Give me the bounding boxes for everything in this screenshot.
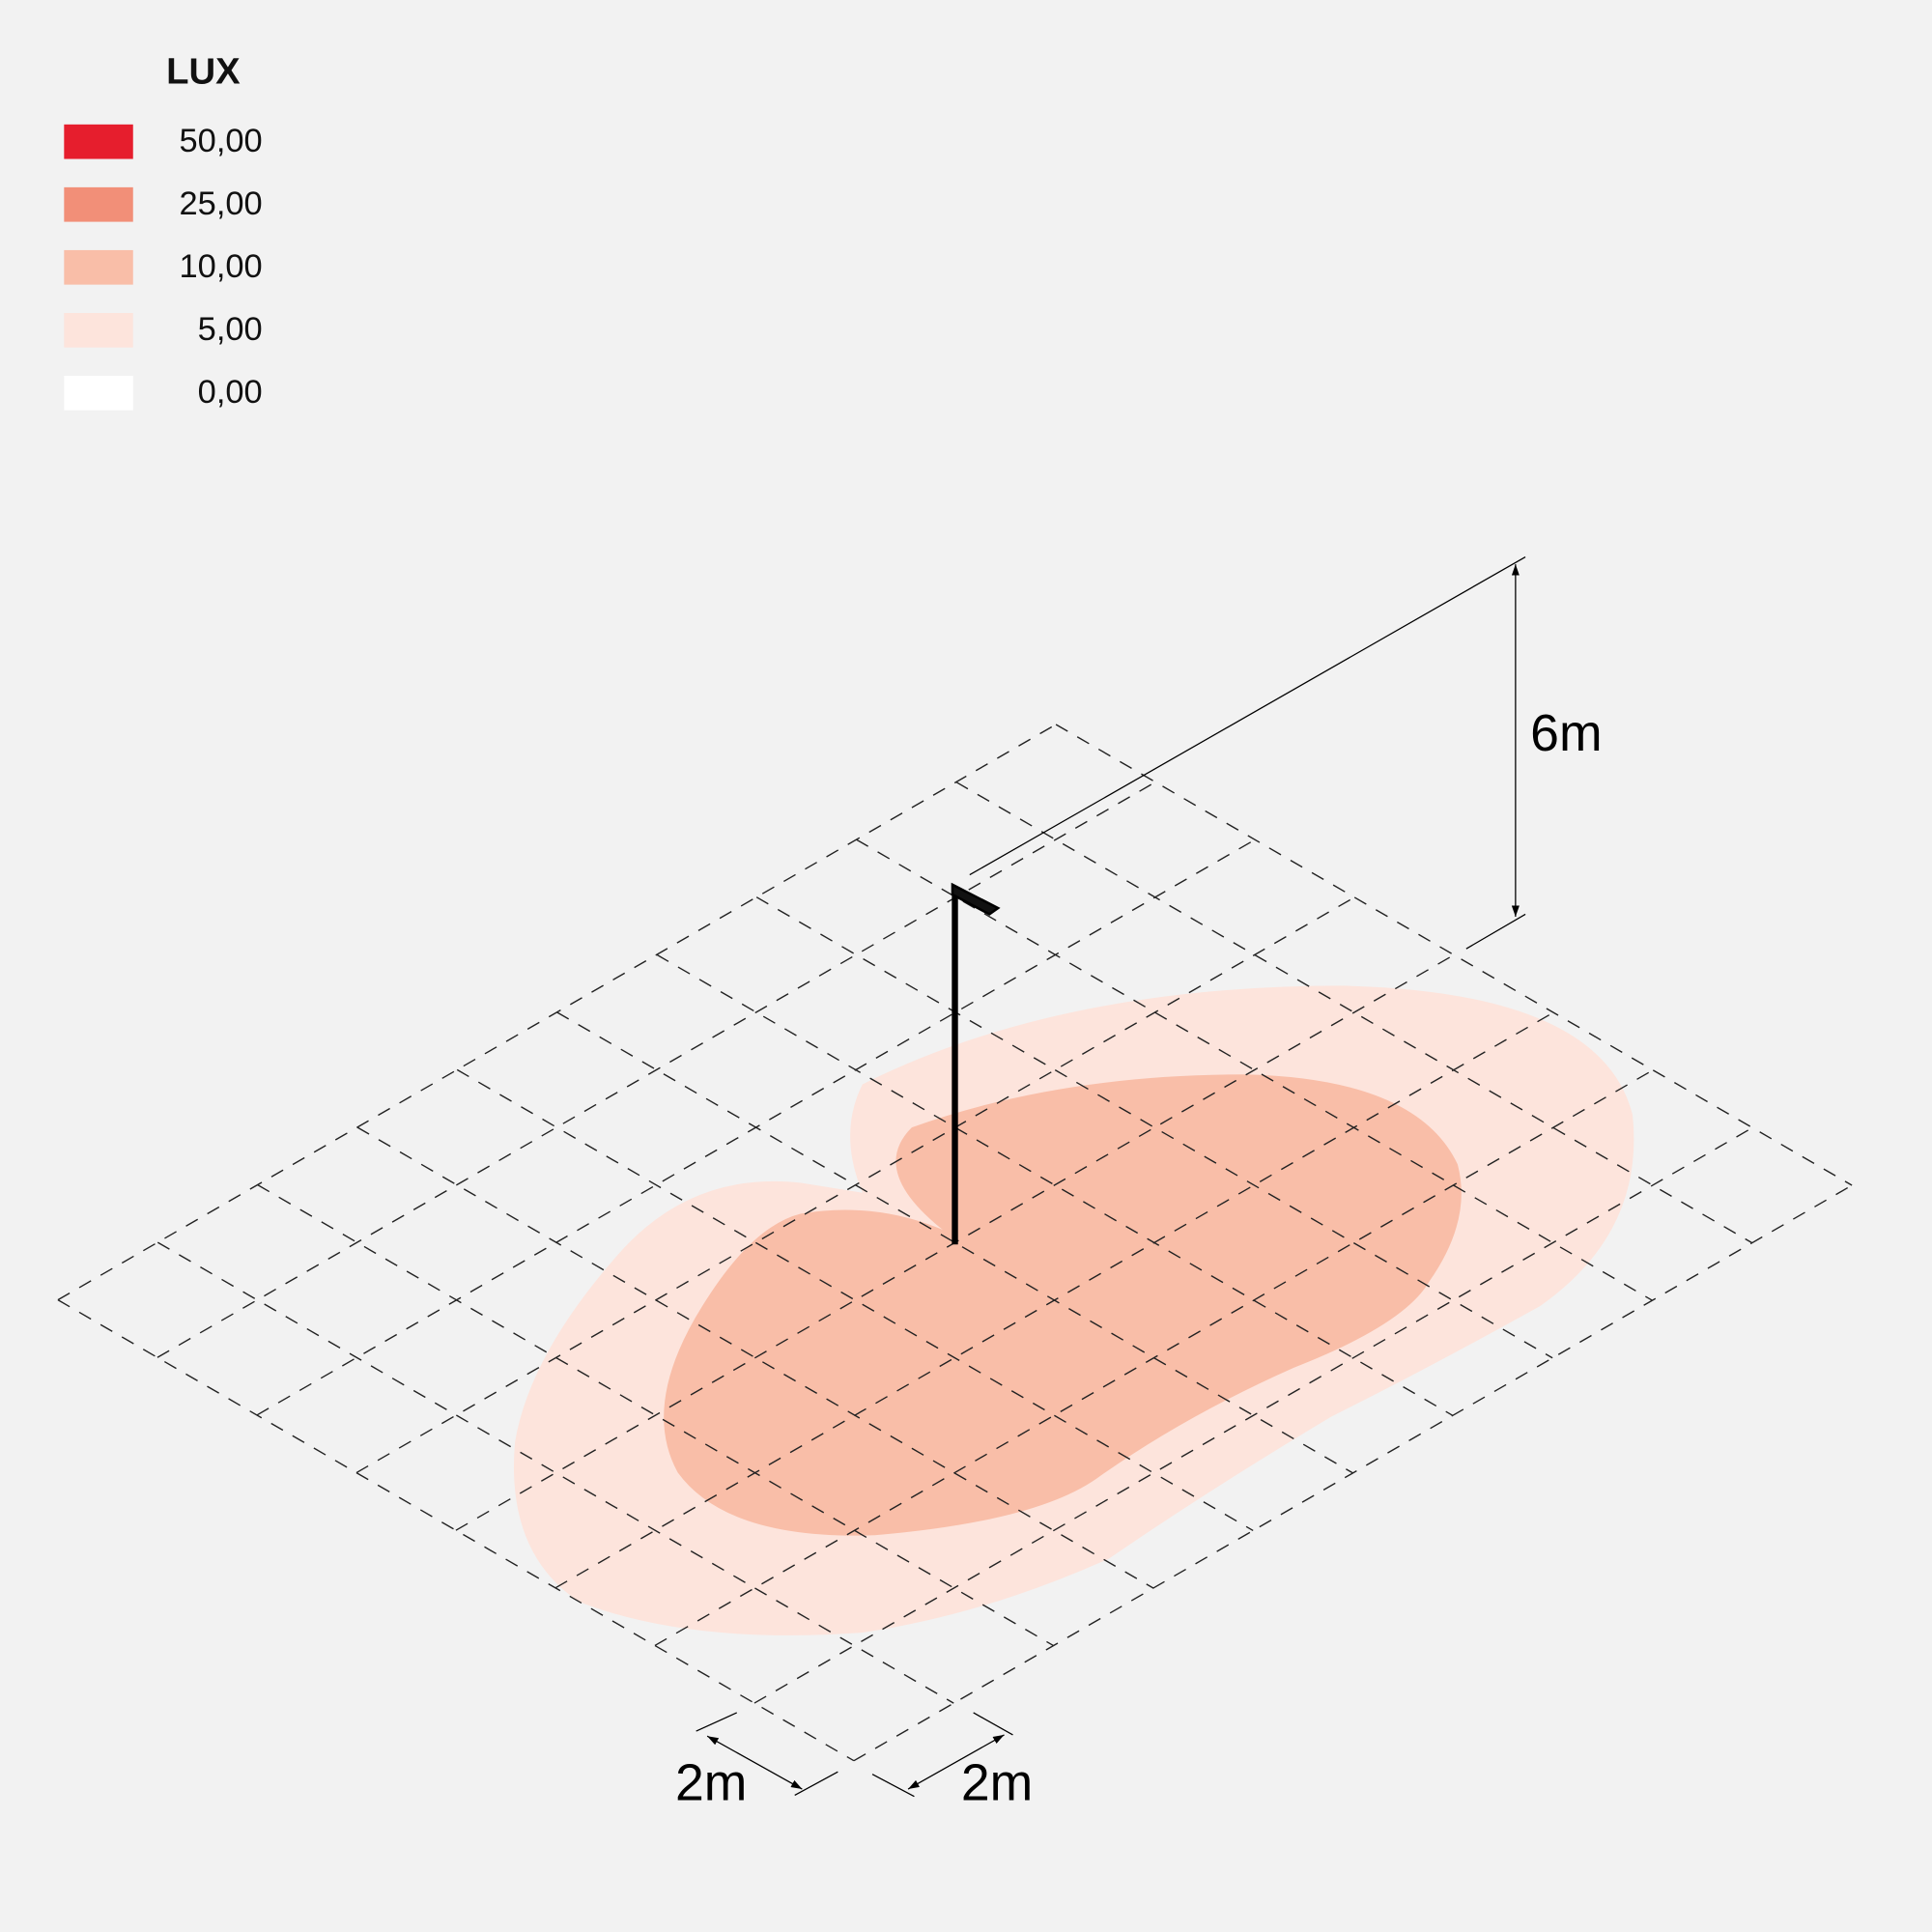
grid-line <box>355 896 1355 1474</box>
legend-swatch <box>64 186 133 222</box>
extension-line <box>794 1771 838 1796</box>
dimension-arrow <box>706 1735 803 1790</box>
grid-line <box>755 896 1553 1359</box>
legend: 50,00 25,00 10,00 5,00 0,00 <box>64 123 263 411</box>
extension-line <box>871 1774 915 1798</box>
legend-label: 25,00 <box>180 185 263 222</box>
grid-line <box>1055 724 1853 1186</box>
grid-line <box>856 838 1653 1301</box>
legend-swatch <box>64 312 133 348</box>
grid-size-label: 2m <box>961 1755 1033 1812</box>
extension-line <box>1465 913 1526 950</box>
grid-line <box>753 1126 1753 1704</box>
grid-line <box>654 1069 1654 1647</box>
luminaire <box>951 882 1001 916</box>
grid-line <box>156 1241 954 1704</box>
grid-line <box>456 1068 1254 1532</box>
grid-line <box>656 953 1454 1416</box>
extension-line <box>973 1712 1013 1736</box>
legend-swatch <box>64 249 133 285</box>
height-label: 6m <box>1530 705 1602 762</box>
grid-line <box>256 838 1256 1416</box>
grid-line <box>57 1299 855 1762</box>
grid-line <box>554 1011 1554 1589</box>
legend-swatch <box>64 124 133 159</box>
grid-line <box>853 1184 1853 1762</box>
isolux-10 <box>664 1074 1462 1536</box>
extension-line <box>696 1712 738 1732</box>
legend-label: 10,00 <box>180 248 263 285</box>
legend-label: 5,00 <box>198 311 263 348</box>
grid-line <box>57 724 1057 1301</box>
legend-label: 0,00 <box>198 374 263 411</box>
dimension-arrow <box>907 1734 1005 1790</box>
grid-line <box>257 1183 1054 1647</box>
grid-line <box>156 781 1156 1358</box>
extension-line <box>969 555 1526 876</box>
ground-grid <box>57 724 1853 1762</box>
legend-title: LUX <box>166 51 241 93</box>
legend-label: 50,00 <box>180 123 263 159</box>
grid-size-label: 2m <box>675 1755 747 1812</box>
grid-line <box>556 1011 1353 1474</box>
grid-line <box>955 781 1753 1244</box>
grid-line <box>356 1126 1154 1589</box>
legend-swatch <box>64 376 133 411</box>
